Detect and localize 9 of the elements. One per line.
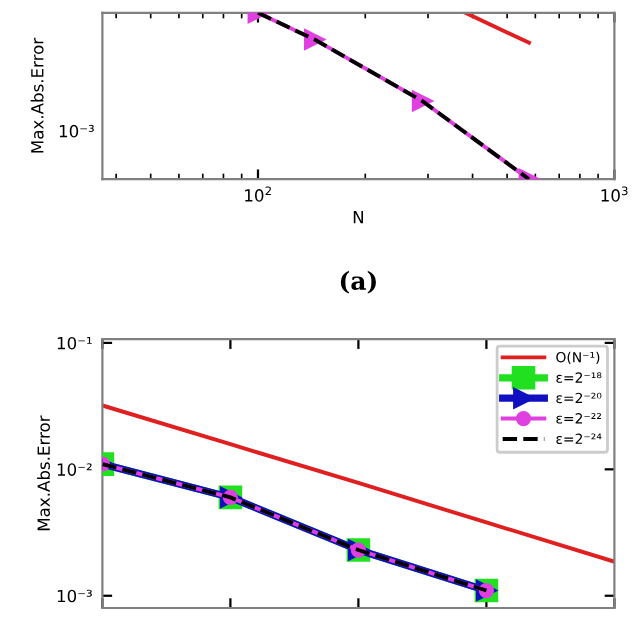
x-axis-title: N bbox=[353, 211, 363, 224]
y-axis-title: Max.Abs.Error bbox=[30, 37, 44, 153]
y-axis-title: Max.Abs.Error bbox=[37, 415, 50, 531]
text: (a) bbox=[340, 270, 376, 294]
y-tick-label: 10⁻³ bbox=[57, 589, 92, 603]
x-tick-label: 10$^{2}$ bbox=[245, 186, 271, 202]
y-tick-label: 10⁻² bbox=[57, 463, 92, 476]
x-tick-label: 10$^{3}$ bbox=[601, 186, 628, 202]
y-tick-label: 10⁻¹ bbox=[57, 336, 92, 350]
